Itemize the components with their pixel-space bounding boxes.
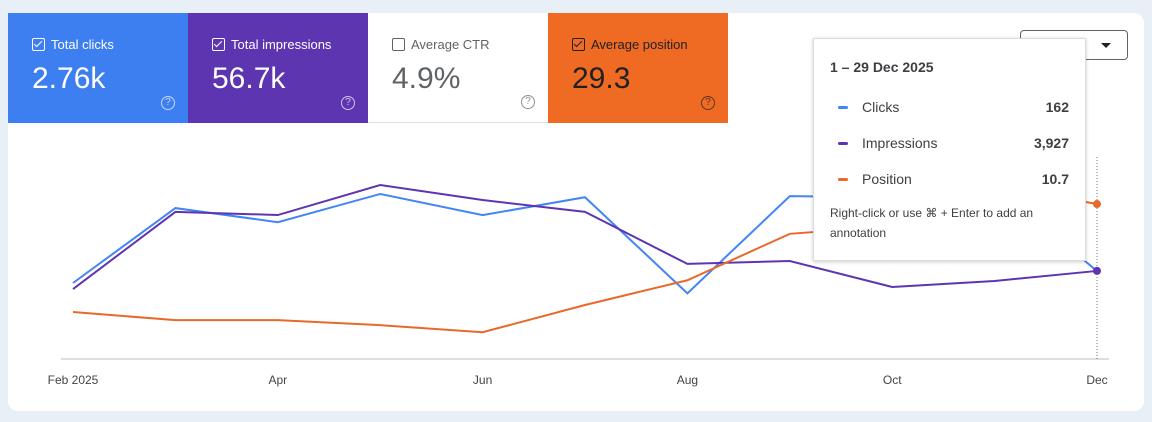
legend-label: Impressions xyxy=(862,135,938,151)
help-icon: ? xyxy=(521,95,535,109)
x-tick-label: Aug xyxy=(677,373,698,387)
tooltip-value: 3,927 xyxy=(1033,135,1069,151)
metric-tile[interactable]: Average CTR 4.9%? xyxy=(368,13,548,123)
metric-label: Average position xyxy=(591,37,688,52)
x-tick-label: Feb 2025 xyxy=(48,373,99,387)
hover-dot xyxy=(1093,266,1101,275)
metric-label: Total impressions xyxy=(231,37,332,52)
metric-label-row: Average position xyxy=(572,37,728,52)
legend-swatch xyxy=(838,177,848,181)
legend-swatch xyxy=(838,141,848,145)
checkbox xyxy=(32,38,45,51)
metric-tile[interactable]: Average position 29.3? xyxy=(548,13,728,123)
tooltip-row: Impressions 3,927 xyxy=(830,125,1069,161)
x-tick-label: Dec xyxy=(1086,373,1107,387)
x-tick-label: Apr xyxy=(268,373,287,387)
hover-dot xyxy=(1093,200,1101,209)
series-line xyxy=(72,183,1098,290)
metric-value: 56.7k xyxy=(212,62,286,95)
metric-label-row: Average CTR xyxy=(392,37,548,52)
metric-label-row: Total clicks xyxy=(32,37,188,52)
x-tick-label: Jun xyxy=(473,373,492,387)
metric-tile[interactable]: Total clicks 2.76k? xyxy=(8,13,188,123)
metric-value: 29.3 xyxy=(572,62,631,95)
x-tick-label: Oct xyxy=(883,373,902,387)
checkbox xyxy=(392,38,405,51)
checkbox xyxy=(572,38,585,51)
help-icon: ? xyxy=(341,96,355,110)
metric-value: 4.9% xyxy=(392,62,461,95)
metric-tile[interactable]: Total impressions 56.7k? xyxy=(188,13,368,123)
metric-label: Total clicks xyxy=(51,37,114,52)
help-icon: ? xyxy=(161,96,175,110)
tooltip: 1 – 29 Dec 2025 Clicks 162 Impressions 3,92… xyxy=(813,38,1086,261)
metric-label: Average CTR xyxy=(411,37,490,52)
help-icon: ? xyxy=(701,96,715,110)
legend-swatch xyxy=(838,105,848,109)
metric-value: 2.76k xyxy=(32,62,106,95)
tooltip-row: Clicks 162 xyxy=(830,89,1069,125)
metric-label-row: Total impressions xyxy=(212,37,368,52)
tooltip-row: Position 10.7 xyxy=(830,161,1069,197)
tooltip-rows: Clicks 162 Impressions 3,927 Position 10.7 xyxy=(830,89,1069,197)
tooltip-value: 162 xyxy=(1045,99,1069,115)
tooltip-hint: Right-click or use ⌘ + Enter to add an a… xyxy=(830,206,1034,240)
legend-label: Clicks xyxy=(862,99,900,115)
checkbox xyxy=(212,38,225,51)
legend-label: Position xyxy=(862,171,912,187)
tooltip-title: 1 – 29 Dec 2025 xyxy=(830,59,934,75)
tooltip-value: 10.7 xyxy=(1041,171,1069,187)
